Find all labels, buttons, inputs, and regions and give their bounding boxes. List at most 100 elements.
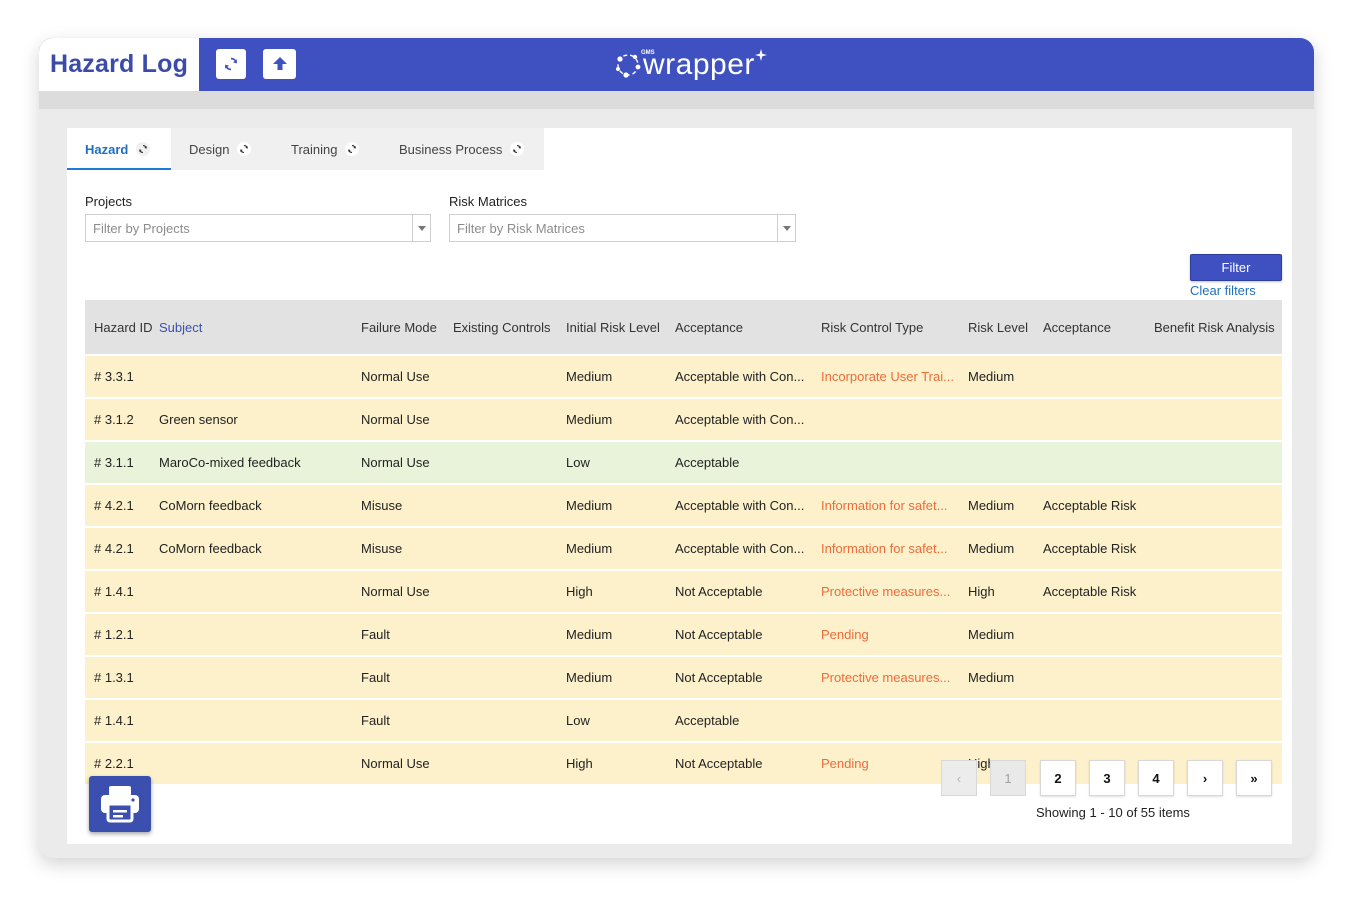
refresh-icon[interactable] bbox=[345, 142, 360, 156]
cell-initial-risk-level: Medium bbox=[566, 670, 613, 685]
cell-subject bbox=[159, 571, 355, 612]
filter-button[interactable]: Filter bbox=[1190, 254, 1282, 281]
cell-initial-risk-level: Medium bbox=[566, 627, 613, 642]
table-row[interactable]: # 1.2.1 Fault Medium Not Acceptable Pending M… bbox=[85, 614, 1282, 655]
main-panel: Hazard Design Training Business Process bbox=[67, 128, 1292, 844]
col-existing-controls[interactable]: Existing Controls bbox=[453, 319, 551, 335]
cell-hazard-id: # 3.1.1 bbox=[94, 455, 134, 470]
refresh-icon[interactable] bbox=[510, 142, 525, 156]
cell-benefit-risk-analysis bbox=[1154, 442, 1278, 483]
cell-failure-mode: Normal Use bbox=[361, 369, 430, 384]
cell-benefit-risk-analysis bbox=[1154, 614, 1278, 655]
cell-benefit-risk-analysis bbox=[1154, 485, 1278, 526]
cell-subject: MaroCo-mixed feedback bbox=[159, 455, 301, 470]
table-row[interactable]: # 3.1.2 Green sensor Normal Use Medium Accep… bbox=[85, 399, 1282, 440]
col-acceptance[interactable]: Acceptance bbox=[675, 319, 743, 335]
cell-subject bbox=[159, 657, 355, 698]
app-title-box: Hazard Log bbox=[39, 38, 199, 91]
cell-risk-level bbox=[968, 700, 1038, 741]
cell-risk-control-type: Protective measures... bbox=[821, 584, 951, 599]
risk-matrices-select[interactable]: Filter by Risk Matrices bbox=[449, 214, 796, 242]
cell-benefit-risk-analysis bbox=[1154, 700, 1278, 741]
table-row[interactable]: # 2.2.1 Normal Use High Not Acceptable Pendi… bbox=[85, 743, 1282, 784]
cell-acceptance-2 bbox=[1043, 356, 1149, 397]
upload-button[interactable] bbox=[263, 49, 296, 79]
chevron-down-icon[interactable] bbox=[412, 215, 430, 241]
next-page-button[interactable]: › bbox=[1187, 760, 1223, 796]
cell-hazard-id: # 3.1.2 bbox=[94, 412, 134, 427]
page-4-button[interactable]: 4 bbox=[1138, 760, 1174, 796]
col-hazard-id[interactable]: Hazard ID bbox=[94, 319, 153, 335]
cell-benefit-risk-analysis bbox=[1154, 399, 1278, 440]
tab-training[interactable]: Training bbox=[273, 128, 381, 170]
top-bar: Hazard Log GMS wr bbox=[39, 38, 1314, 91]
logo-word: wrapper bbox=[643, 48, 755, 81]
table-row[interactable]: # 3.3.1 Normal Use Medium Acceptable with C… bbox=[85, 356, 1282, 397]
cell-acceptance: Not Acceptable bbox=[675, 756, 763, 771]
cell-acceptance: Acceptable bbox=[675, 455, 740, 470]
col-failure-mode[interactable]: Failure Mode bbox=[361, 319, 437, 335]
tab-design-label: Design bbox=[189, 141, 230, 157]
risk-matrices-label: Risk Matrices bbox=[449, 194, 528, 209]
sub-bar bbox=[39, 91, 1314, 109]
tab-design[interactable]: Design bbox=[171, 128, 273, 170]
cell-risk-control-type bbox=[821, 700, 963, 741]
col-initial-risk-level[interactable]: Initial Risk Level bbox=[566, 319, 660, 335]
cell-acceptance: Not Acceptable bbox=[675, 670, 763, 685]
col-risk-control-type[interactable]: Risk Control Type bbox=[821, 319, 924, 335]
cell-risk-control-type: Information for safet... bbox=[821, 541, 948, 556]
cell-acceptance: Acceptable with Con... bbox=[675, 369, 805, 384]
refresh-icon bbox=[224, 57, 238, 71]
tab-business-process-label: Business Process bbox=[399, 141, 503, 157]
table-row[interactable]: # 4.2.1 CoMorn feedback Misuse Medium Accept… bbox=[85, 485, 1282, 526]
cell-existing-controls bbox=[453, 657, 561, 698]
cell-acceptance-2 bbox=[1043, 700, 1149, 741]
table-row[interactable]: # 1.4.1 Fault Low Acceptable bbox=[85, 700, 1282, 741]
table-row[interactable]: # 4.2.1 CoMorn feedback Misuse Medium Accept… bbox=[85, 528, 1282, 569]
cell-initial-risk-level: Medium bbox=[566, 369, 613, 384]
col-acceptance-2[interactable]: Acceptance bbox=[1043, 319, 1111, 335]
cell-risk-control-type bbox=[821, 399, 963, 440]
cell-acceptance-2 bbox=[1043, 657, 1149, 698]
table-row[interactable]: # 1.3.1 Fault Medium Not Acceptable Protecti… bbox=[85, 657, 1282, 698]
table-row[interactable]: # 1.4.1 Normal Use High Not Acceptable Prote… bbox=[85, 571, 1282, 612]
cell-hazard-id: # 3.3.1 bbox=[94, 369, 134, 384]
tab-hazard[interactable]: Hazard bbox=[67, 128, 171, 170]
cell-failure-mode: Fault bbox=[361, 670, 390, 685]
col-benefit-risk-analysis[interactable]: Benefit Risk Analysis bbox=[1154, 319, 1275, 335]
col-subject[interactable]: Subject bbox=[159, 319, 203, 335]
cell-initial-risk-level: High bbox=[566, 584, 593, 599]
cell-hazard-id: # 1.4.1 bbox=[94, 584, 134, 599]
cell-hazard-id: # 4.2.1 bbox=[94, 498, 134, 513]
cell-risk-level: Medium bbox=[968, 670, 1015, 685]
page-3-button[interactable]: 3 bbox=[1089, 760, 1125, 796]
cell-failure-mode: Fault bbox=[361, 713, 390, 728]
cell-existing-controls bbox=[453, 743, 561, 784]
col-risk-level[interactable]: Risk Level bbox=[968, 319, 1028, 335]
cell-initial-risk-level: Medium bbox=[566, 498, 613, 513]
projects-select[interactable]: Filter by Projects bbox=[85, 214, 431, 242]
cell-acceptance-2 bbox=[1043, 442, 1149, 483]
refresh-icon[interactable] bbox=[237, 142, 252, 156]
cell-risk-level: High bbox=[968, 584, 995, 599]
cell-risk-level: Medium bbox=[968, 369, 1015, 384]
cell-risk-control-type bbox=[821, 442, 963, 483]
cell-hazard-id: # 2.2.1 bbox=[94, 756, 134, 771]
cell-existing-controls bbox=[453, 485, 561, 526]
cell-acceptance-2: Acceptable Risk bbox=[1043, 584, 1137, 599]
page-1-button[interactable]: 1 bbox=[990, 760, 1026, 796]
prev-page-button[interactable]: ‹ bbox=[941, 760, 977, 796]
refresh-icon[interactable] bbox=[136, 142, 151, 156]
last-page-button[interactable]: » bbox=[1236, 760, 1272, 796]
table-row[interactable]: # 3.1.1 MaroCo-mixed feedback Normal Use Lo… bbox=[85, 442, 1282, 483]
chevron-down-icon[interactable] bbox=[777, 215, 795, 241]
clear-filters-link[interactable]: Clear filters bbox=[1190, 283, 1256, 298]
cell-subject bbox=[159, 614, 355, 655]
tab-business-process[interactable]: Business Process bbox=[381, 128, 544, 170]
print-button[interactable] bbox=[89, 776, 151, 832]
page-2-button[interactable]: 2 bbox=[1040, 760, 1076, 796]
refresh-button[interactable] bbox=[216, 49, 246, 79]
cell-existing-controls bbox=[453, 614, 561, 655]
app-window: Hazard Log GMS wr bbox=[39, 38, 1314, 858]
tab-bar: Hazard Design Training Business Process bbox=[67, 128, 544, 170]
